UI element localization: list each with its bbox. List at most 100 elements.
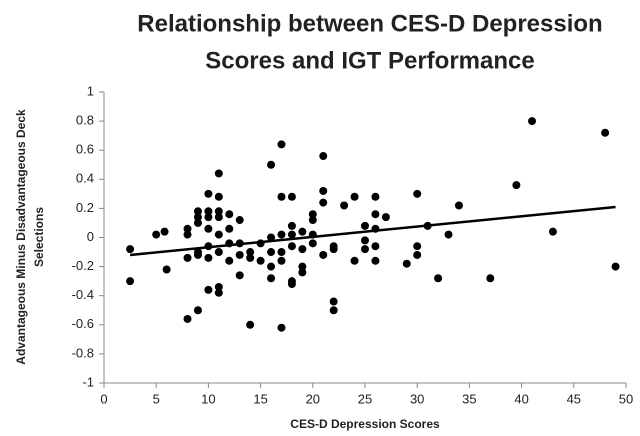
trendline (129, 205, 616, 257)
y-tick-label: 0.8 (76, 113, 94, 128)
point (235, 216, 244, 225)
point (152, 230, 161, 239)
point (193, 207, 202, 216)
x-tick-label: 45 (567, 391, 581, 406)
y-tick-label: -0.6 (72, 316, 94, 331)
point (267, 274, 276, 283)
point (371, 256, 380, 265)
y-tick-label: -0.8 (72, 345, 94, 360)
point (413, 189, 422, 198)
point (287, 280, 296, 289)
point (381, 213, 390, 222)
point (340, 201, 349, 210)
point (214, 192, 223, 201)
point (183, 224, 192, 233)
point (214, 207, 223, 216)
point (298, 245, 307, 254)
point (267, 233, 276, 242)
point (246, 253, 255, 262)
point (267, 248, 276, 257)
point (319, 250, 328, 259)
point (193, 306, 202, 315)
point (246, 320, 255, 329)
point (512, 181, 521, 190)
point (277, 248, 286, 257)
point (361, 221, 369, 230)
point (193, 213, 202, 222)
point (287, 242, 296, 251)
y-tick-label: 1 (87, 83, 94, 98)
point (611, 262, 620, 271)
point (319, 198, 328, 207)
point (308, 239, 317, 248)
point (214, 169, 223, 178)
point (329, 297, 338, 306)
point (298, 262, 307, 271)
point (204, 213, 213, 222)
point (413, 242, 422, 251)
point (287, 221, 296, 230)
x-tick-label: 5 (153, 391, 160, 406)
x-tick-label: 30 (410, 391, 424, 406)
point (308, 210, 317, 219)
point (454, 201, 463, 210)
point (350, 256, 359, 265)
point (402, 259, 411, 268)
point (287, 230, 296, 239)
point (548, 227, 557, 236)
point (214, 288, 223, 297)
point (193, 218, 202, 227)
point (214, 230, 223, 239)
point (193, 250, 202, 259)
point (183, 230, 192, 239)
point (204, 207, 213, 216)
x-tick-label: 20 (306, 391, 320, 406)
point (214, 282, 223, 291)
point (361, 236, 369, 245)
point (308, 216, 317, 225)
point (256, 256, 265, 265)
point (601, 128, 610, 137)
point (225, 256, 234, 265)
point (329, 245, 338, 254)
y-tick-label: -0.2 (72, 258, 94, 273)
point (204, 224, 213, 233)
point (444, 230, 453, 239)
y-tick-label: 0.4 (76, 171, 94, 186)
x-axis-title: CES-D Depression Scores (290, 417, 440, 431)
point (267, 262, 276, 271)
point (434, 274, 443, 283)
point (528, 117, 537, 126)
point (214, 213, 223, 222)
point (319, 186, 328, 195)
chart-title: Relationship between CES-D Depression (137, 10, 602, 37)
y-tick-label: -1 (82, 374, 94, 389)
point (371, 192, 380, 201)
point (183, 253, 192, 262)
y-axis-title: Advantageous Minus Disadvantageous Deck (14, 109, 28, 365)
y-tick-label: 0.6 (76, 142, 94, 157)
point (413, 250, 422, 259)
x-tick-label: 35 (462, 391, 476, 406)
x-tick-label: 40 (514, 391, 528, 406)
x-tick-label: 15 (253, 391, 267, 406)
point (204, 285, 213, 294)
point (204, 189, 213, 198)
point (235, 271, 244, 280)
point (126, 277, 135, 286)
point (277, 140, 286, 149)
y-axis-title: Selections (32, 207, 46, 267)
point (277, 323, 286, 332)
point (277, 256, 286, 265)
point (277, 230, 286, 239)
x-tick-label: 0 (100, 391, 107, 406)
point (298, 268, 307, 277)
point (371, 210, 380, 219)
point (329, 306, 338, 315)
point (287, 192, 296, 201)
point (225, 210, 234, 219)
point (225, 224, 234, 233)
point (371, 242, 380, 251)
point (162, 265, 171, 274)
point (277, 192, 286, 201)
